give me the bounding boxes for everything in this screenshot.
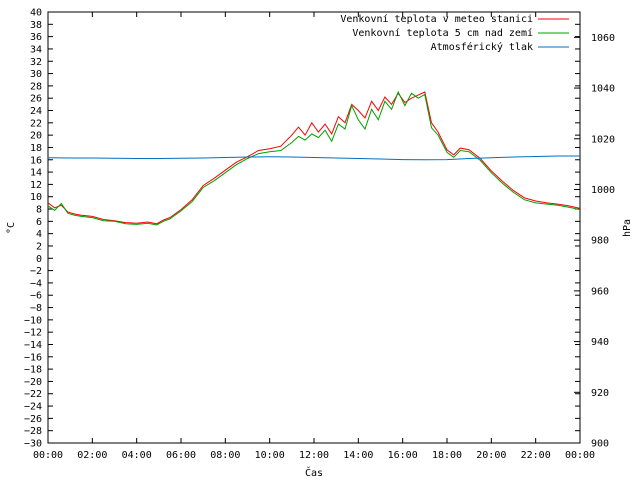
x-tick-label: 08:00	[210, 450, 240, 461]
series-line-ground-5cm	[47, 90, 581, 226]
x-tick-label: 16:00	[388, 450, 418, 461]
y-tick-label: 28	[30, 81, 42, 92]
y-tick-label: −24	[24, 402, 42, 413]
series-line-pressure	[47, 155, 580, 161]
x-tick-label: 22:00	[521, 450, 551, 461]
x-axis-ticks: 00:00 02:00 04:00 06:00 08:00 10:00 12:00 14:00…	[33, 12, 595, 461]
x-tick-label: 18:00	[432, 450, 462, 461]
y-tick-label: 16	[30, 155, 42, 166]
y2-tick-label: 940	[591, 337, 609, 348]
y-tick-label: 32	[30, 57, 42, 68]
y-tick-label: 4	[36, 229, 42, 240]
y-tick-label: −16	[24, 352, 42, 363]
y2-tick-label: 1000	[591, 185, 615, 196]
legend-label-ground-5cm: Venkovní teplota 5 cm nad zemí	[352, 27, 533, 39]
legend: Venkovní teplota v meteo stanici Venkovn…	[340, 13, 569, 53]
x-tick-label: 14:00	[343, 450, 373, 461]
y-tick-label: 34	[30, 44, 42, 55]
plot-area	[47, 11, 581, 444]
x-tick-label: 20:00	[476, 450, 506, 461]
y-tick-label: 24	[30, 106, 42, 117]
x-tick-label: 00:00	[565, 450, 595, 461]
y-tick-label: 38	[30, 20, 42, 31]
x-axis-label: Čas	[305, 466, 323, 479]
y2-tick-label: 920	[591, 388, 609, 399]
x-tick-label: 06:00	[166, 450, 196, 461]
y-tick-label: −26	[24, 414, 42, 425]
y-tick-label: 10	[30, 192, 42, 203]
y-tick-label: −6	[30, 291, 42, 302]
y-tick-label: 0	[36, 254, 42, 265]
y2-tick-label: 900	[591, 439, 609, 450]
y2-axis-ticks: 900 920 940 960 980 1000 1020 1040 1060	[574, 33, 615, 450]
y-tick-label: 6	[36, 217, 42, 228]
y-tick-label: 12	[30, 180, 42, 191]
y-tick-label: 22	[30, 118, 42, 129]
y-tick-label: 40	[30, 8, 42, 19]
series-lines	[47, 90, 581, 226]
y-axis-ticks: −30−28−26−24−22−20−18−16−14−12−10−8−6−4−…	[24, 8, 580, 450]
y-tick-label: 36	[30, 32, 42, 43]
y2-axis-label: hPa	[622, 219, 633, 237]
y-tick-label: −14	[24, 340, 42, 351]
y2-tick-label: 1060	[591, 33, 615, 44]
y-tick-label: −4	[30, 278, 42, 289]
y-tick-label: 18	[30, 143, 42, 154]
x-tick-label: 02:00	[77, 450, 107, 461]
y-tick-label: 26	[30, 94, 42, 105]
y-tick-label: 14	[30, 168, 42, 179]
x-tick-label: 00:00	[33, 450, 63, 461]
y-tick-label: −20	[24, 377, 42, 388]
y2-tick-label: 1040	[591, 84, 615, 95]
y-axis-label: °C	[6, 222, 17, 234]
x-tick-label: 10:00	[255, 450, 285, 461]
x-tick-label: 12:00	[299, 450, 329, 461]
y2-tick-label: 960	[591, 286, 609, 297]
y-tick-label: −2	[30, 266, 42, 277]
y2-tick-label: 980	[591, 236, 609, 247]
y-tick-label: −28	[24, 426, 42, 437]
y-tick-label: −10	[24, 315, 42, 326]
y-tick-label: 8	[36, 205, 42, 216]
y2-tick-label: 1020	[591, 134, 615, 145]
legend-label-pressure: Atmosférický tlak	[431, 41, 533, 53]
y-tick-label: −8	[30, 303, 42, 314]
y-tick-label: 30	[30, 69, 42, 80]
series-line-outdoor-station	[47, 91, 581, 225]
y-tick-label: −22	[24, 389, 42, 400]
y-tick-label: −12	[24, 328, 42, 339]
x-tick-label: 04:00	[122, 450, 152, 461]
y-tick-label: 2	[36, 241, 42, 252]
y-tick-label: −30	[24, 439, 42, 450]
legend-label-outdoor-station: Venkovní teplota v meteo stanici	[340, 13, 533, 25]
y-tick-label: −18	[24, 365, 42, 376]
y-tick-label: 20	[30, 131, 42, 142]
